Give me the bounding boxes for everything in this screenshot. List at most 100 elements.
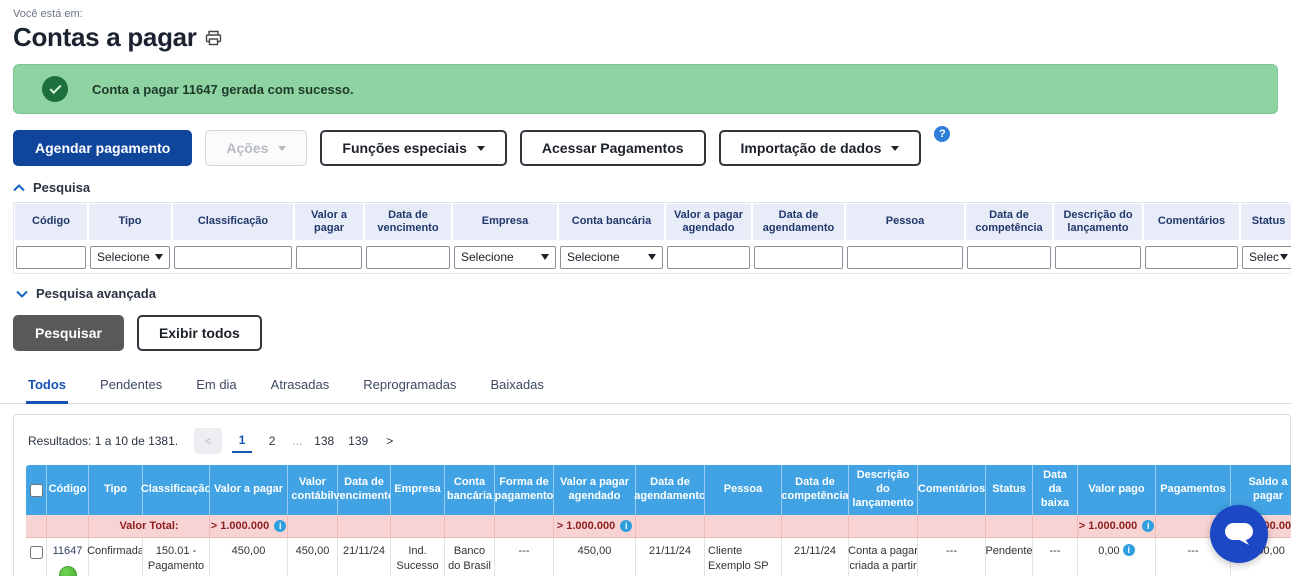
cell-data-agendamento: 21/11/24 [635,538,704,576]
pagination: Resultados: 1 a 10 de 1381. < 1 2 ... 13… [14,415,1290,465]
caret-down-icon [155,254,163,260]
cell-pessoa: Cliente Exemplo SP [704,538,781,576]
page-1-button[interactable]: 1 [232,429,253,453]
search-actions: Pesquisar Exibir todos [13,315,1291,351]
data-competencia-filter-input[interactable] [967,245,1051,269]
tab-em-dia[interactable]: Em dia [196,377,237,392]
filter-label-classificacao: Classificação [173,204,293,240]
special-functions-dropdown-button[interactable]: Funções especiais [320,130,507,166]
col-valor-a-pagar[interactable]: Valor a pagar [209,465,287,515]
tab-pendentes[interactable]: Pendentes [100,377,163,392]
col-valor-agendado[interactable]: Valor a pagar agendado [553,465,635,515]
conta-bancaria-filter-select[interactable]: Selecione [560,245,663,269]
pessoa-filter-input[interactable] [847,245,963,269]
chat-bubble-icon [1225,523,1253,545]
col-classificacao[interactable]: Classificação [141,465,211,515]
tab-atrasadas[interactable]: Atrasadas [270,377,330,392]
cell-data-competencia: 21/11/24 [781,538,848,576]
caret-down-icon [541,254,549,260]
col-valor-contabil[interactable]: Valor contábil [287,465,337,515]
cell-forma-pagamento: --- [494,538,553,576]
cell-valor-contabil: 450,00 [287,538,337,576]
page-ellipsis: ... [292,434,303,448]
classificacao-filter-input[interactable] [174,245,292,269]
search-section-toggle[interactable]: Pesquisa [13,180,1291,195]
data-agendamento-filter-input[interactable] [754,245,843,269]
row-select-cell [26,538,46,576]
total-label: Valor Total: [88,515,209,537]
col-data-baixa[interactable]: Data da baixa [1032,465,1077,515]
table-header-row: Código Tipo Classificação Valor a pagar … [26,465,1291,515]
filter-label-data-vencimento: Data de vencimento [365,204,451,240]
filter-label-data-agendamento: Data de agendamento [753,204,844,240]
descricao-filter-input[interactable] [1055,245,1141,269]
tab-todos[interactable]: Todos [26,371,69,404]
chevron-down-icon [16,290,28,298]
chevron-up-icon [13,183,25,191]
search-button[interactable]: Pesquisar [13,315,124,351]
show-all-button[interactable]: Exibir todos [136,315,262,351]
toolbar: Agendar pagamento Ações Funções especiai… [13,126,1278,166]
col-empresa[interactable]: Empresa [390,465,444,515]
info-icon[interactable]: i [274,520,287,532]
status-filter-select[interactable]: Selec [1242,245,1291,269]
empresa-filter-select[interactable]: Selecione [454,245,556,269]
advanced-search-toggle[interactable]: Pesquisa avançada [16,286,1291,301]
col-valor-pago[interactable]: Valor pago [1077,465,1155,515]
select-all-checkbox[interactable] [29,483,43,497]
codigo-filter-input[interactable] [16,245,86,269]
filter-label-status: Status [1241,204,1291,240]
col-descricao[interactable]: Descrição do lançamento [848,465,917,515]
actions-dropdown-button[interactable]: Ações [205,130,308,166]
info-icon[interactable]: i [1142,520,1155,532]
col-pagamentos[interactable]: Pagamentos [1155,465,1230,515]
col-status[interactable]: Status [985,465,1032,515]
col-data-agendamento[interactable]: Data de agendamento [634,465,706,515]
caret-down-icon [278,145,287,151]
cell-data-vencimento: 21/11/24 [337,538,390,576]
cell-valor-pago: 0,00 i [1077,538,1155,576]
col-data-vencimento[interactable]: Data de vencimento [333,465,395,515]
valor-agendado-filter-input[interactable] [667,245,750,269]
data-vencimento-filter-input[interactable] [366,245,450,269]
col-conta-bancaria[interactable]: Conta bancária [444,465,494,515]
select-all-cell [26,465,46,515]
info-icon[interactable]: i [1122,544,1135,556]
col-comentarios[interactable]: Comentários [917,465,985,515]
row-checkbox[interactable] [29,546,43,559]
tab-reprogramadas[interactable]: Reprogramadas [363,377,457,392]
access-payments-button[interactable]: Acessar Pagamentos [519,130,706,166]
chat-widget-button[interactable] [1210,505,1268,563]
success-banner: Conta a pagar 11647 gerada com sucesso. [13,64,1278,114]
cell-data-baixa: --- [1032,538,1077,576]
page-139-button[interactable]: 139 [348,434,369,448]
page-138-button[interactable]: 138 [314,434,335,448]
prev-page-button[interactable]: < [194,428,223,454]
valor-a-pagar-filter-input[interactable] [296,245,362,269]
col-codigo[interactable]: Código [46,465,88,515]
data-import-dropdown-button[interactable]: Importação de dados [718,130,922,166]
info-icon[interactable]: i [620,520,633,532]
caret-down-icon [891,145,900,151]
schedule-payment-button[interactable]: Agendar pagamento [13,130,193,166]
col-forma-pagamento[interactable]: Forma de pagamento [494,465,553,515]
success-message: Conta a pagar 11647 gerada com sucesso. [92,81,354,97]
help-icon[interactable]: ? [934,126,951,142]
search-filter-panel: Código Tipo Classificação Valor a pagar … [13,202,1291,274]
comentarios-filter-input[interactable] [1145,245,1238,269]
status-tabs: Todos Pendentes Em dia Atrasadas Reprogr… [0,371,1291,404]
cell-codigo[interactable]: 11647 [46,538,88,576]
cell-valor-agendado: 450,00 [553,538,635,576]
filter-label-conta-bancaria: Conta bancária [559,204,664,240]
tab-baixadas[interactable]: Baixadas [490,377,544,392]
tipo-filter-select[interactable]: Selecione [90,245,170,269]
table-row: 11647 Confirmada 150.01 - Pagamento de n… [26,537,1291,576]
col-data-competencia[interactable]: Data de competência [781,465,849,515]
col-tipo[interactable]: Tipo [88,465,142,515]
page-2-button[interactable]: 2 [268,434,276,448]
cell-classificacao: 150.01 - Pagamento de nota de crédito de… [142,538,209,576]
print-icon[interactable] [205,30,222,51]
next-page-button[interactable]: > [386,434,394,448]
col-pessoa[interactable]: Pessoa [704,465,781,515]
page-title: Contas a pagar [13,22,197,52]
